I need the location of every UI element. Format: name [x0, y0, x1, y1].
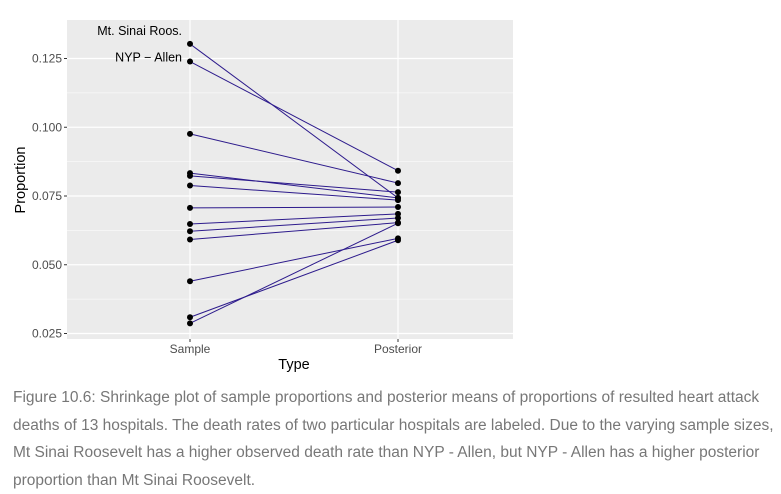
x-tick-label: Posterior: [374, 342, 422, 356]
series-line: [189, 239, 399, 318]
y-tick-label: 0.050: [32, 258, 62, 272]
series-lines: [189, 43, 399, 324]
point-annotation: NYP − Allen: [115, 51, 182, 65]
posterior-point: [395, 220, 401, 227]
series-line: [189, 133, 399, 184]
series-line: [189, 237, 399, 282]
sample-point: [187, 204, 193, 211]
major-grid: [67, 20, 513, 339]
plot-panel: [67, 20, 513, 339]
x-tick-label: Sample: [170, 342, 211, 356]
sample-point: [187, 236, 193, 243]
posterior-point: [395, 197, 401, 204]
sample-point: [187, 182, 193, 189]
sample-point: [187, 278, 193, 285]
y-tick-label: 0.100: [32, 120, 62, 134]
annotations: Mt. Sinai Roos. NYP − Allen: [97, 24, 182, 65]
sample-point: [187, 228, 193, 235]
sample-point: [187, 320, 193, 327]
y-tick-label: 0.025: [32, 327, 62, 341]
series-line: [189, 61, 399, 172]
posterior-point: [395, 189, 401, 196]
figure-caption: Figure 10.6: Shrinkage plot of sample pr…: [13, 389, 774, 489]
point-annotation: Mt. Sinai Roos.: [97, 24, 182, 38]
x-axis: Sample Posterior: [170, 339, 422, 356]
shrinkage-chart: 0.025 0.050 0.075 0.100 0.125 Sample Posterio…: [13, 20, 513, 373]
posterior-point: [395, 204, 401, 210]
series-line: [189, 175, 399, 193]
minor-grid: [67, 92, 513, 300]
posterior-point: [395, 180, 401, 187]
series-line: [189, 172, 399, 199]
series-line: [189, 222, 399, 240]
series-line: [189, 213, 399, 225]
sample-point: [187, 172, 193, 179]
x-axis-title: Type: [278, 357, 309, 373]
data-points: [187, 40, 401, 327]
series-line: [189, 217, 399, 232]
series-line: [189, 185, 399, 201]
sample-point: [187, 58, 193, 65]
posterior-point: [395, 215, 401, 221]
posterior-point: [395, 210, 401, 217]
y-tick-label: 0.075: [32, 189, 62, 203]
posterior-point: [395, 167, 401, 174]
y-axis: 0.025 0.050 0.075 0.100 0.125: [32, 52, 67, 341]
series-line: [189, 43, 399, 199]
y-axis-title: Proportion: [13, 147, 29, 214]
sample-point: [187, 314, 193, 321]
posterior-point: [395, 237, 401, 244]
sample-point: [187, 130, 193, 137]
series-line: [189, 206, 399, 209]
series-line: [189, 222, 399, 324]
sample-point: [187, 40, 193, 47]
y-tick-label: 0.125: [32, 52, 62, 66]
sample-point: [187, 221, 193, 228]
